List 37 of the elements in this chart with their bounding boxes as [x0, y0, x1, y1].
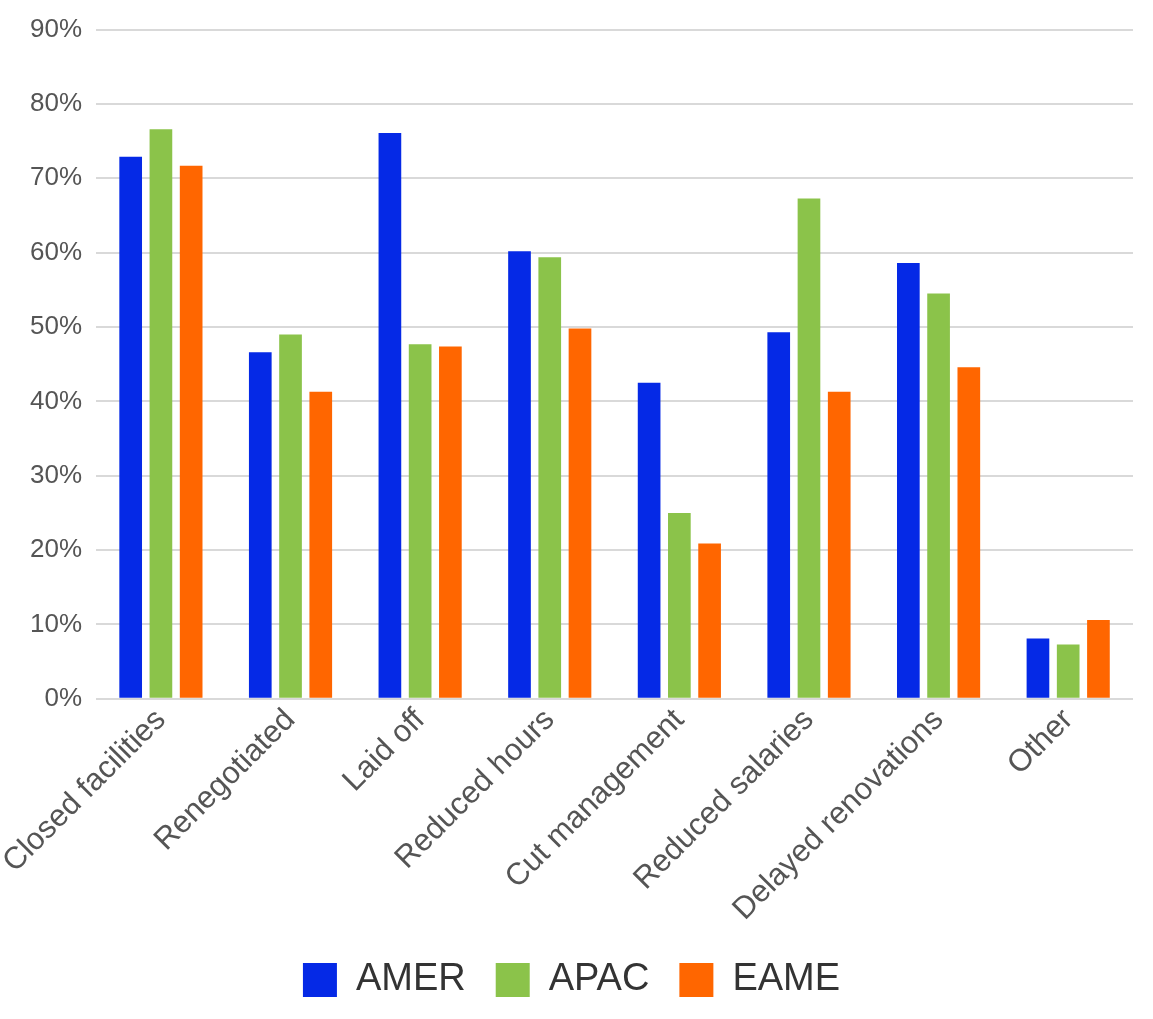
bar: [568, 328, 592, 698]
bar: [179, 165, 203, 698]
legend-label: APAC: [548, 956, 650, 999]
bar: [1026, 638, 1050, 698]
bar: [279, 334, 302, 698]
bar: [637, 382, 661, 698]
bar: [957, 367, 981, 698]
y-tick-label: 90%: [30, 12, 83, 43]
bar: [439, 346, 462, 698]
bar: [538, 257, 562, 698]
y-tick-label: 20%: [30, 533, 83, 564]
bar: [309, 391, 333, 698]
legend-label: AMER: [355, 956, 466, 999]
legend-label: EAME: [732, 956, 841, 999]
bar: [119, 156, 143, 698]
bar: [1056, 644, 1080, 698]
bar: [827, 391, 851, 698]
y-tick-label: 10%: [30, 607, 83, 638]
bar: [927, 293, 950, 698]
bar: [1087, 620, 1110, 698]
bar: [248, 352, 272, 698]
bar: [378, 132, 402, 698]
y-tick-label: 40%: [30, 384, 83, 415]
y-tick-label: 0%: [44, 682, 83, 713]
bar: [698, 543, 721, 698]
bar: [408, 344, 432, 698]
bar: [149, 129, 173, 698]
bar: [897, 263, 920, 698]
bar: [508, 251, 531, 698]
y-tick-label: 50%: [30, 310, 83, 341]
bar: [797, 198, 821, 698]
bar: [767, 332, 791, 698]
y-tick-label: 70%: [30, 161, 83, 192]
y-tick-label: 30%: [30, 458, 83, 489]
bar: [668, 512, 691, 698]
y-tick-label: 80%: [30, 87, 83, 118]
y-tick-label: 60%: [30, 235, 83, 266]
